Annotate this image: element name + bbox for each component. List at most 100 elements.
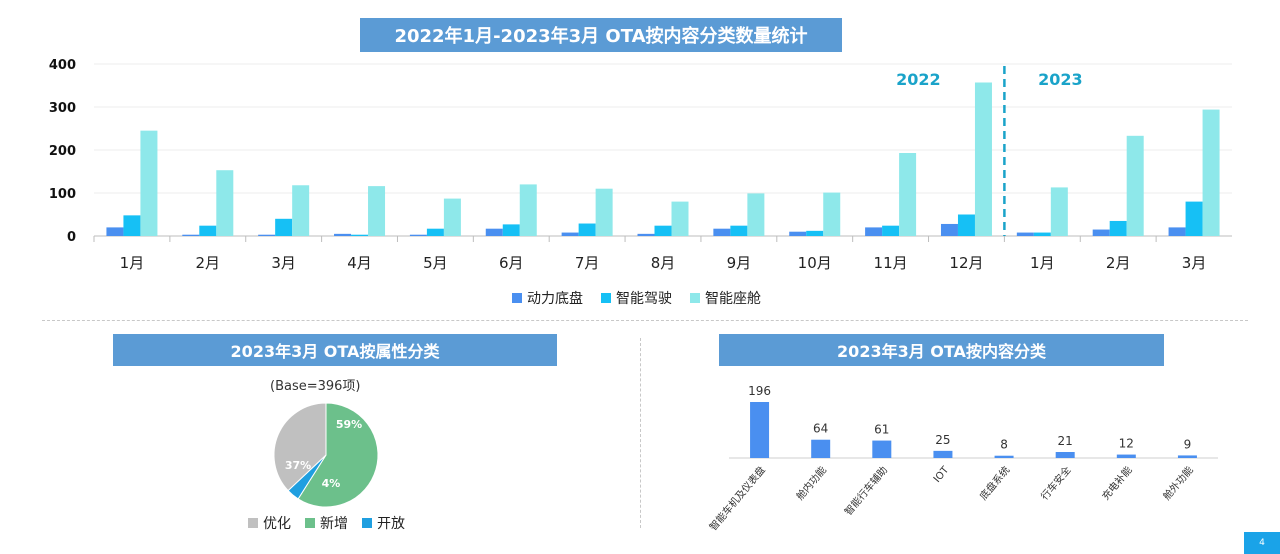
category-tick-label: 舱外功能: [1160, 464, 1196, 503]
x-tick-label: 2月: [196, 254, 221, 272]
category-value-label: 61: [874, 423, 889, 437]
bar-1: [940, 223, 958, 236]
legend-item-optimize: 优化: [248, 513, 291, 533]
x-tick-label: 1月: [1030, 254, 1055, 272]
category-value-label: 25: [935, 433, 950, 447]
legend-swatch: [512, 293, 522, 303]
legend-item-driving: 智能驾驶: [601, 288, 672, 308]
y-tick-label: 300: [49, 101, 76, 116]
x-tick-label: 1月: [120, 254, 145, 272]
category-bar: [1116, 454, 1136, 458]
x-tick-label: 2月: [1106, 254, 1131, 272]
x-tick-label: 5月: [423, 254, 448, 272]
category-chart-title: 2023年3月 OTA按内容分类: [719, 334, 1164, 366]
category-value-label: 196: [748, 384, 771, 398]
x-tick-label: 6月: [499, 254, 524, 272]
pie-base-note: (Base=396项): [270, 379, 361, 394]
bar-2: [123, 215, 141, 236]
x-tick-label: 10月: [798, 254, 832, 272]
bar-1: [485, 228, 503, 236]
legend-label: 优化: [263, 516, 291, 532]
bar-3: [216, 170, 234, 236]
bar-3: [140, 130, 158, 236]
bar-3: [1202, 109, 1220, 236]
bar-2: [1109, 220, 1127, 236]
y-tick-label: 100: [49, 187, 76, 202]
bar-3: [747, 193, 765, 236]
category-bar: [1177, 455, 1197, 458]
bar-2: [1185, 201, 1203, 236]
bar-1: [409, 234, 427, 236]
bar-1: [334, 233, 352, 236]
bar-2: [199, 225, 217, 236]
category-bar: [750, 402, 770, 458]
bar-3: [974, 82, 992, 237]
bar-1: [106, 227, 124, 236]
legend-swatch: [248, 518, 258, 528]
category-tick-label: IOT: [932, 464, 952, 485]
category-value-label: 8: [1000, 438, 1008, 452]
pie-chart-title: 2023年3月 OTA按属性分类: [113, 334, 557, 366]
bar-3: [443, 198, 461, 236]
bar-2: [957, 214, 975, 236]
bar-2: [806, 230, 824, 236]
x-tick-label: 7月: [575, 254, 600, 272]
legend-swatch: [362, 518, 372, 528]
main-bar-chart: 0 100 200 300 400 1月 2月 3月 4月 5月 6月 7月 8月 9月 10月 11月 12月…: [49, 58, 1232, 272]
bar-2: [351, 234, 369, 236]
main-chart-title: 2022年1月-2023年3月 OTA按内容分类数量统计: [360, 18, 842, 52]
category-bar: [811, 439, 831, 458]
bar-1: [258, 234, 276, 236]
pie-slice-label: 59%: [336, 418, 362, 431]
legend-label: 动力底盘: [527, 291, 583, 307]
y-tick-label: 200: [49, 144, 76, 159]
bar-2: [426, 228, 444, 236]
bar-3: [292, 185, 310, 236]
bar-3: [671, 201, 689, 236]
legend-item-new: 新增: [305, 513, 348, 533]
year-label-2023: 2023: [1038, 70, 1083, 89]
x-tick-label: 12月: [949, 254, 983, 272]
category-tick-label: 底盘系统: [977, 464, 1013, 503]
category-value-label: 21: [1058, 434, 1073, 448]
bar-3: [368, 186, 386, 236]
bar-1: [789, 231, 807, 236]
x-tick-label: 4月: [347, 254, 372, 272]
pie-slice: [297, 402, 379, 508]
bar-1: [1168, 227, 1186, 236]
legend-swatch: [305, 518, 315, 528]
legend-item-open: 开放: [362, 513, 405, 533]
category-tick-label: 行车安全: [1038, 464, 1074, 503]
legend-label: 智能座舱: [705, 291, 761, 307]
category-tick-label: 智能行车辅助: [842, 464, 891, 518]
bar-1: [1016, 232, 1034, 236]
bar-2: [654, 225, 672, 236]
bar-3: [823, 192, 841, 236]
bar-1: [182, 234, 200, 236]
category-value-label: 9: [1184, 437, 1192, 451]
page-number: 4: [1244, 532, 1280, 554]
bar-3: [1050, 187, 1068, 236]
x-tick-label: 3月: [1182, 254, 1207, 272]
legend-label: 新增: [320, 516, 348, 532]
y-tick-label: 0: [67, 230, 76, 245]
pie-slice-label: 4%: [322, 477, 341, 490]
category-bar: [872, 440, 892, 458]
pie-slice: [273, 402, 327, 492]
pie-legend: 优化 新增 开放: [248, 513, 405, 533]
horizontal-divider: [42, 320, 1248, 321]
category-bar: [1055, 452, 1075, 458]
category-bar: [933, 450, 953, 458]
bar-1: [713, 228, 731, 236]
x-tick-label: 8月: [651, 254, 676, 272]
bar-2: [275, 218, 293, 236]
legend-label: 开放: [377, 516, 405, 532]
bar-3: [1126, 135, 1144, 236]
legend-swatch: [601, 293, 611, 303]
bar-2: [578, 223, 596, 236]
bar-1: [865, 227, 883, 236]
legend-item-cockpit: 智能座舱: [690, 288, 761, 308]
category-tick-label: 舱内功能: [793, 464, 829, 503]
bar-2: [882, 225, 900, 236]
category-tick-label: 充电补能: [1099, 464, 1135, 503]
